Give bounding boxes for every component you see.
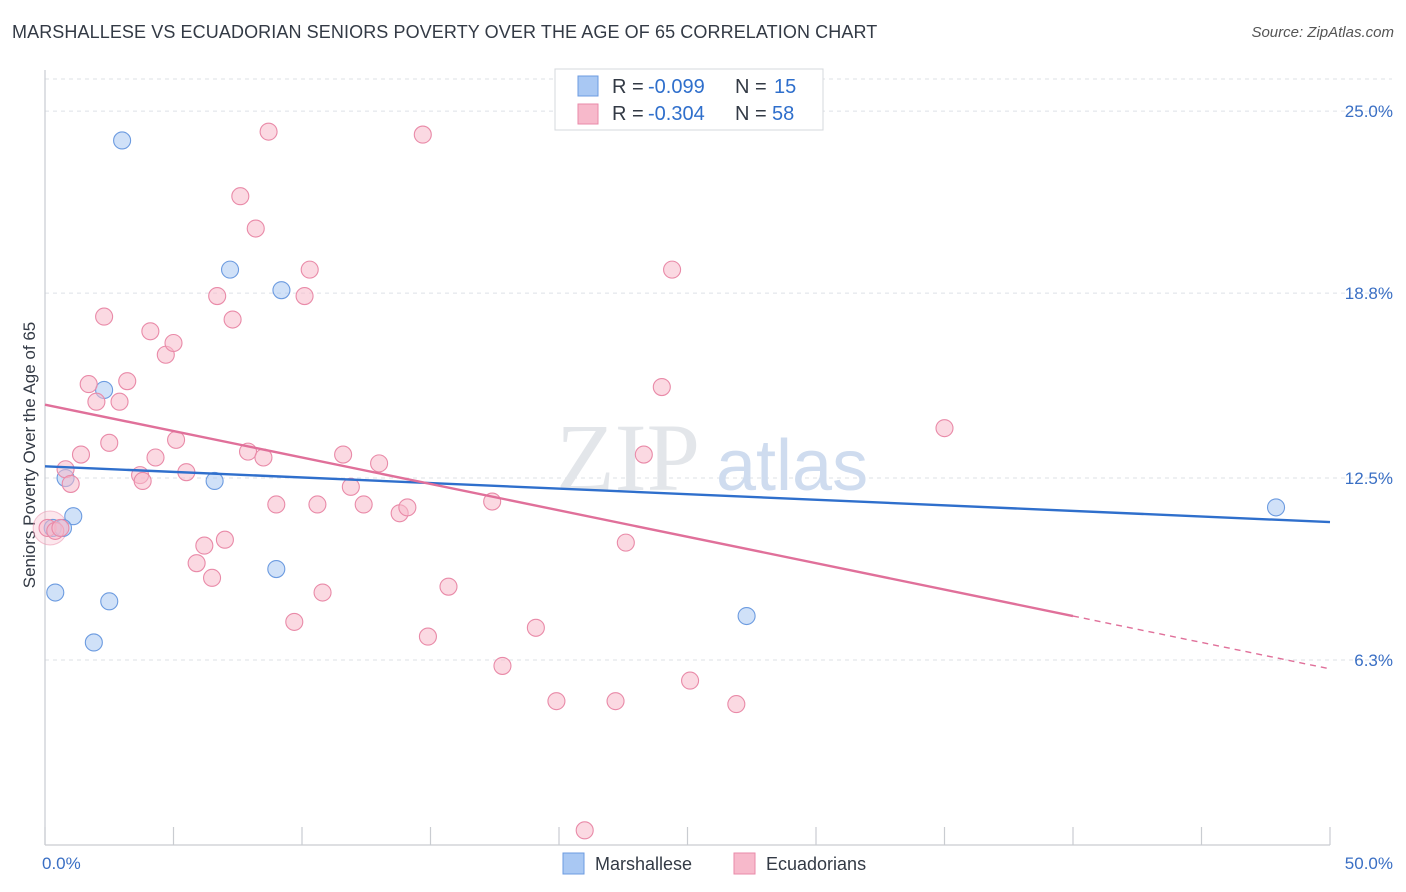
stats-r-value-ecuadorians: -0.304 bbox=[648, 103, 705, 125]
point-ecuadorians bbox=[133, 471, 152, 491]
point-ecuadorians bbox=[203, 568, 222, 587]
point-marshallese bbox=[267, 560, 286, 579]
trend-line-ecuadorians bbox=[44, 403, 1074, 618]
stats-swatch-ecuadorians bbox=[577, 103, 599, 125]
stats-r-label-1: R = bbox=[612, 76, 644, 98]
source-credit: Source: ZipAtlas.com bbox=[1251, 24, 1394, 41]
point-ecuadorians bbox=[118, 372, 137, 391]
x-tick-label-max: 50.0% bbox=[1345, 854, 1393, 873]
point-ecuadorians bbox=[141, 322, 160, 341]
point-ecuadorians bbox=[334, 445, 353, 464]
legend-label-ecuadorians: Ecuadorians bbox=[766, 854, 866, 874]
stats-n-value-ecuadorians: 58 bbox=[772, 103, 794, 125]
y-tick-label: 25.0% bbox=[1345, 102, 1393, 121]
point-ecuadorians bbox=[246, 219, 265, 238]
point-ecuadorians bbox=[439, 577, 458, 596]
point-ecuadorians bbox=[354, 495, 373, 514]
stats-n-value-marshallese: 15 bbox=[774, 76, 796, 98]
point-ecuadorians bbox=[79, 375, 98, 394]
stats-r-label-2: R = bbox=[612, 103, 644, 125]
point-ecuadorians bbox=[606, 692, 625, 711]
point-ecuadorians bbox=[652, 377, 671, 397]
point-ecuadorians bbox=[413, 125, 432, 144]
stats-r-value-marshallese: -0.099 bbox=[648, 76, 705, 98]
point-ecuadorians bbox=[370, 454, 389, 473]
point-ecuadorians bbox=[300, 260, 319, 279]
point-ecuadorians bbox=[51, 518, 70, 538]
point-marshallese bbox=[64, 507, 83, 526]
point-marshallese bbox=[737, 606, 756, 626]
point-ecuadorians bbox=[398, 498, 417, 517]
stats-swatch-marshallese bbox=[577, 75, 599, 97]
point-ecuadorians bbox=[526, 618, 545, 637]
data-points bbox=[32, 122, 1286, 840]
point-ecuadorians bbox=[547, 692, 566, 711]
point-ecuadorians bbox=[215, 530, 234, 549]
point-marshallese bbox=[84, 633, 103, 652]
point-marshallese bbox=[272, 281, 291, 300]
point-ecuadorians bbox=[110, 392, 129, 411]
trend-line-marshallese bbox=[44, 465, 1331, 524]
point-ecuadorians bbox=[61, 474, 80, 493]
y-tick-label: 6.3% bbox=[1354, 651, 1393, 670]
stats-n-label-1: N = bbox=[735, 76, 767, 98]
point-ecuadorians bbox=[164, 333, 183, 353]
point-ecuadorians bbox=[195, 536, 214, 555]
legend-label-marshallese: Marshallese bbox=[595, 854, 692, 874]
point-ecuadorians bbox=[95, 307, 114, 326]
trend-extension-ecuadorians bbox=[1072, 615, 1331, 670]
chart-title: MARSHALLESE VS ECUADORIAN SENIORS POVERT… bbox=[12, 22, 878, 42]
point-marshallese bbox=[1266, 498, 1286, 517]
point-ecuadorians bbox=[259, 122, 278, 141]
point-ecuadorians bbox=[285, 612, 304, 631]
point-ecuadorians bbox=[87, 392, 106, 411]
stats-box-frame bbox=[554, 68, 824, 131]
point-ecuadorians bbox=[187, 554, 206, 573]
point-ecuadorians bbox=[727, 695, 746, 714]
point-ecuadorians bbox=[100, 433, 119, 452]
grid-lines bbox=[45, 78, 1392, 661]
tick-labels: 6.3% 12.5% 18.8% 25.0% 0.0% 50.0% bbox=[42, 102, 1393, 873]
point-ecuadorians bbox=[223, 310, 242, 329]
point-ecuadorians bbox=[616, 533, 635, 552]
stats-box: R = -0.099 N = 15 R = -0.304 N = 58 bbox=[554, 68, 824, 131]
point-ecuadorians bbox=[663, 260, 682, 279]
legend-swatch-marshallese bbox=[562, 852, 585, 875]
point-ecuadorians bbox=[634, 445, 653, 464]
point-ecuadorians bbox=[146, 448, 165, 467]
point-ecuadorians bbox=[71, 445, 91, 464]
point-marshallese bbox=[113, 131, 132, 150]
point-ecuadorians bbox=[493, 656, 512, 675]
legend: Marshallese Ecuadorians bbox=[562, 852, 866, 875]
point-ecuadorians bbox=[208, 286, 227, 306]
point-ecuadorians bbox=[681, 671, 700, 690]
y-tick-label: 18.8% bbox=[1345, 284, 1393, 303]
point-ecuadorians bbox=[341, 477, 360, 496]
stats-n-label-2: N = bbox=[735, 103, 767, 125]
watermark-atlas: atlas bbox=[716, 426, 868, 506]
point-marshallese bbox=[220, 260, 240, 279]
point-ecuadorians bbox=[267, 495, 286, 514]
point-ecuadorians bbox=[295, 286, 314, 306]
y-tick-label: 12.5% bbox=[1345, 469, 1393, 488]
point-ecuadorians bbox=[935, 419, 954, 438]
point-marshallese bbox=[100, 592, 119, 611]
point-ecuadorians bbox=[418, 627, 437, 646]
legend-swatch-ecuadorians bbox=[733, 852, 756, 875]
point-marshallese bbox=[46, 583, 65, 602]
point-ecuadorians bbox=[313, 583, 332, 602]
point-ecuadorians bbox=[231, 187, 250, 206]
trend-lines bbox=[44, 403, 1331, 670]
x-tick-label-min: 0.0% bbox=[42, 854, 81, 873]
point-ecuadorians bbox=[308, 495, 327, 514]
point-ecuadorians bbox=[575, 821, 594, 840]
axes bbox=[44, 70, 1331, 846]
